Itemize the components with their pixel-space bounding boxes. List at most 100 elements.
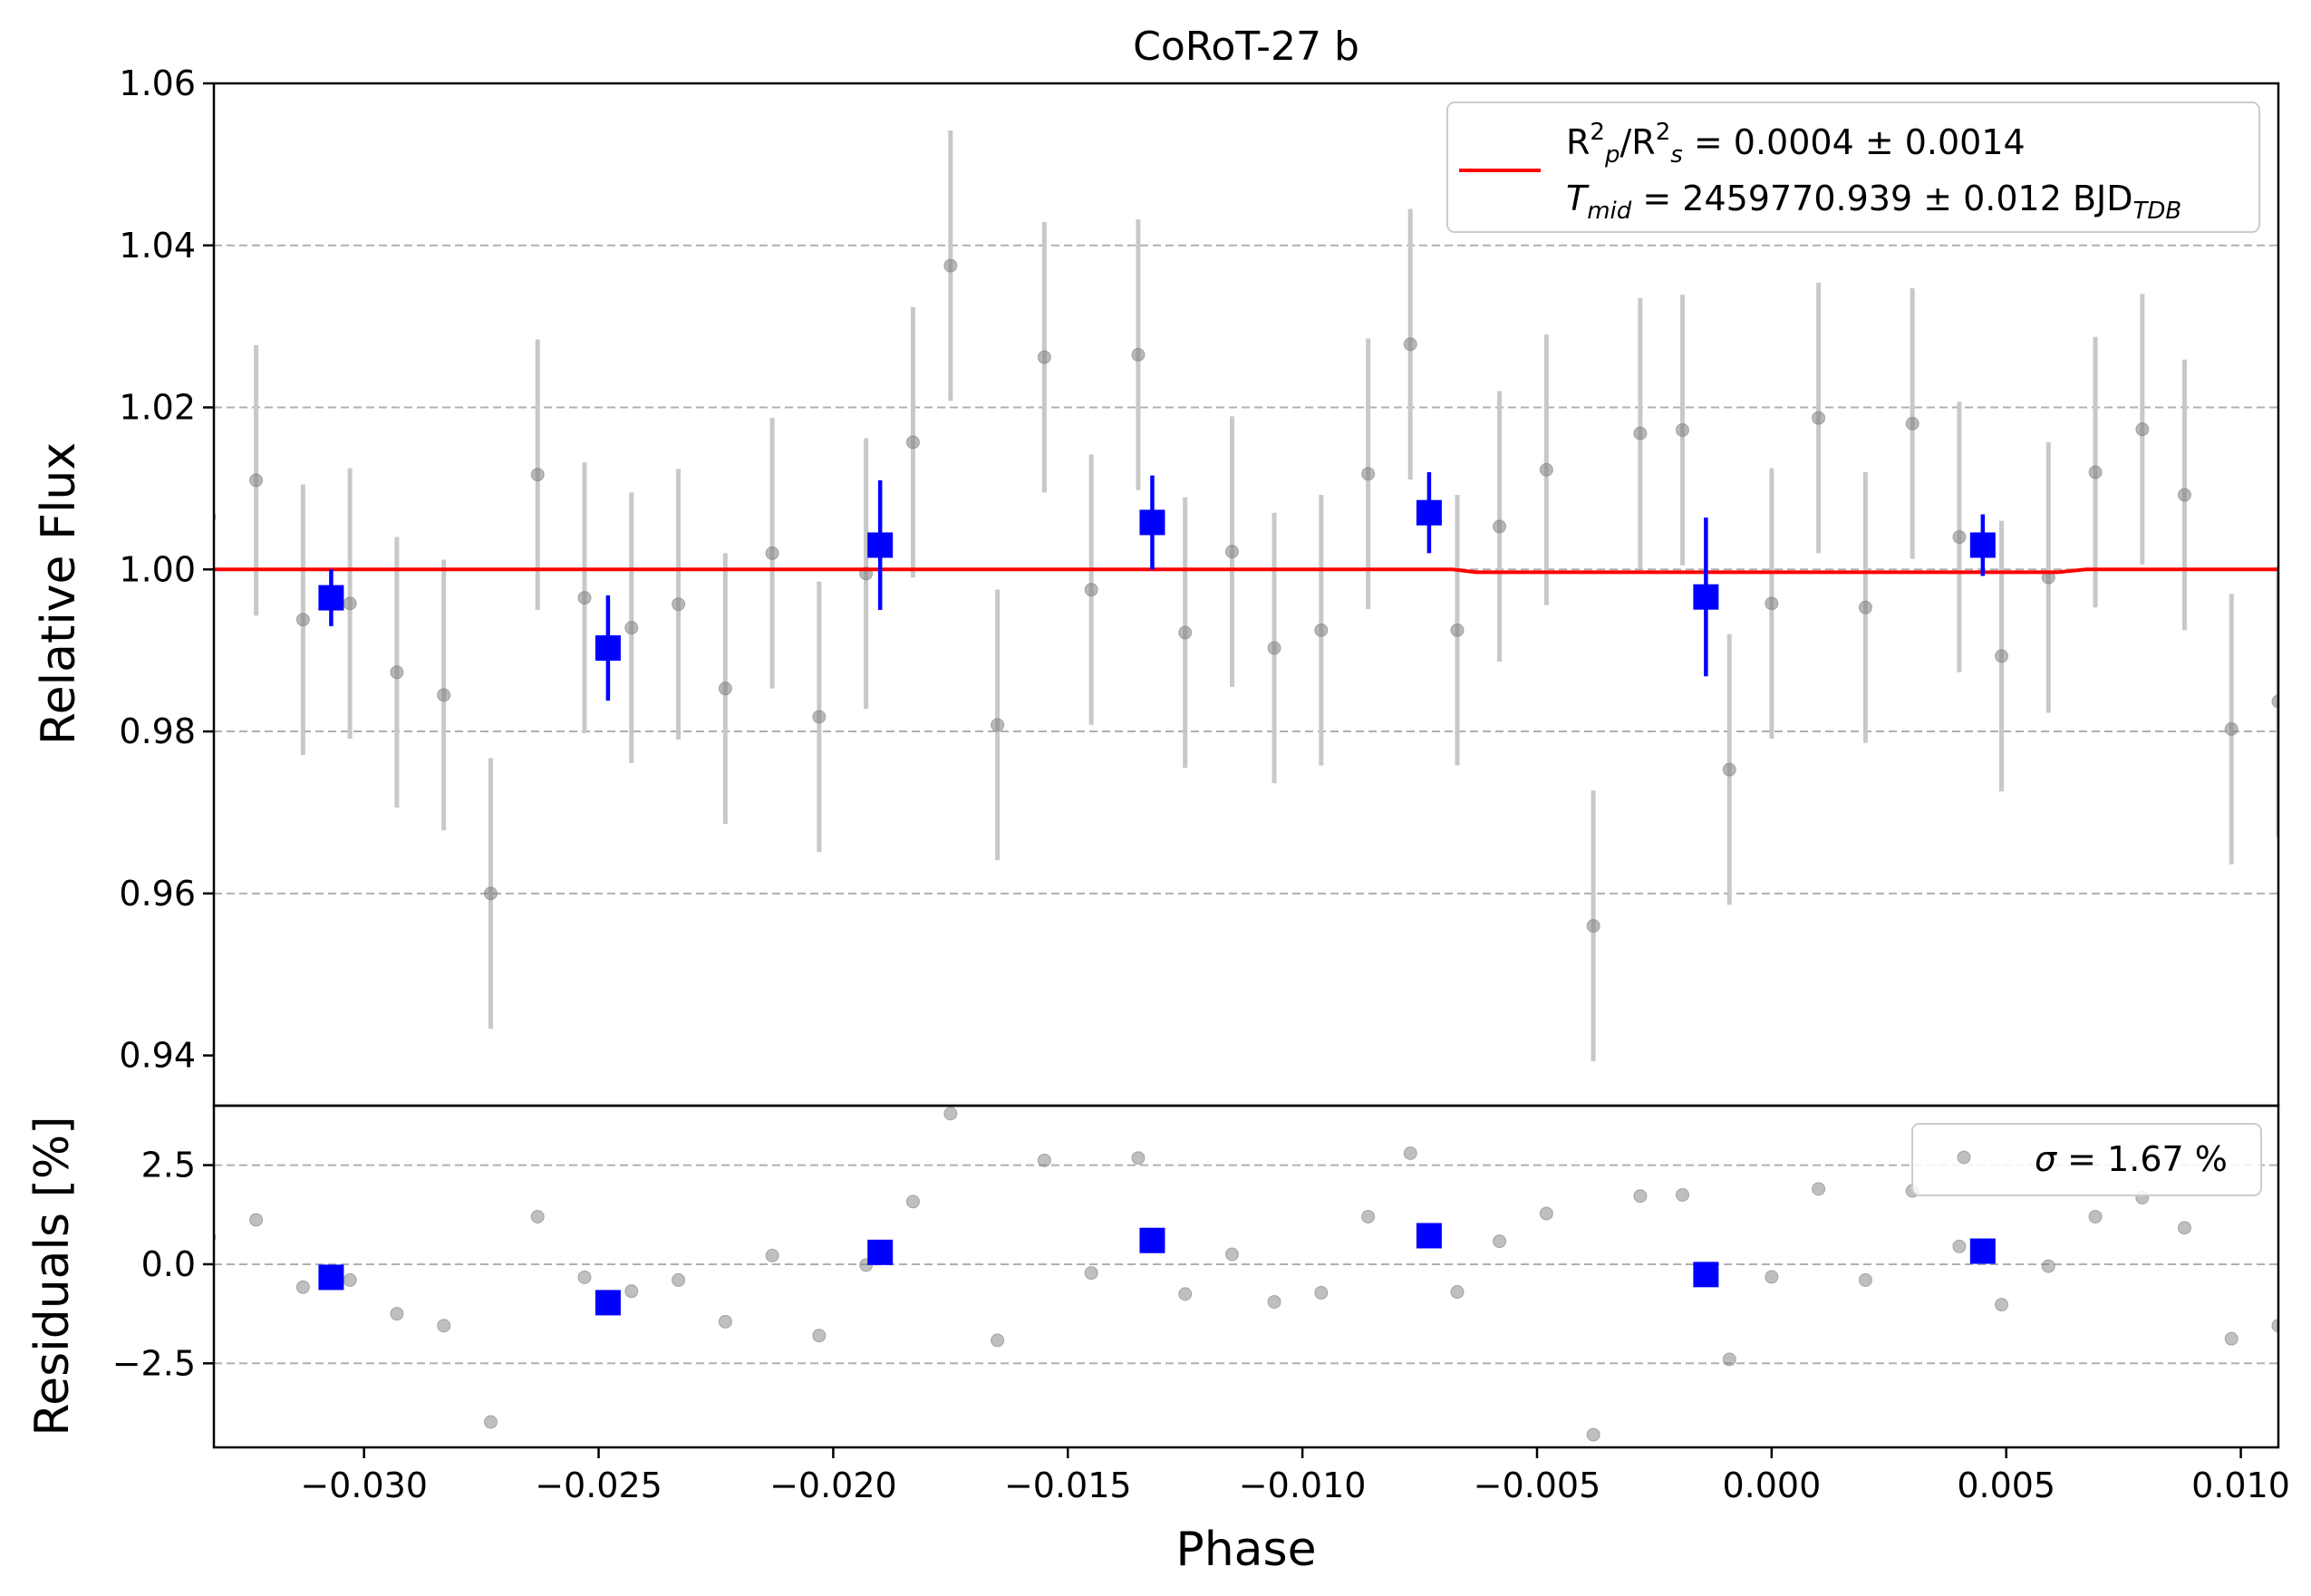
residual-raw-point <box>2177 1221 2191 1235</box>
residual-raw-point <box>1633 1189 1648 1204</box>
flux-raw-point <box>437 688 451 702</box>
residual-raw-point <box>718 1314 732 1329</box>
residual-raw-points <box>214 1107 2278 1442</box>
phase-x-tick-label: 0.005 <box>1957 1465 2055 1505</box>
residual-raw-point <box>1722 1352 1736 1367</box>
flux-raw-point <box>2224 721 2238 736</box>
residual-y-axis-label: Residuals [%] <box>25 1116 80 1436</box>
flux-raw-point <box>1722 762 1736 777</box>
residual-raw-point <box>943 1107 958 1121</box>
flux-y-tick-label: 0.96 <box>119 874 196 914</box>
legend-radius-ratio-text: R2p/R2s = 0.0004 ± 0.0014 <box>1566 119 2026 169</box>
flux-raw-point <box>672 597 686 612</box>
residual-raw-point <box>1084 1266 1098 1281</box>
residual-raw-point <box>905 1195 920 1209</box>
phase-x-tick-label: 0.000 <box>1722 1465 1821 1505</box>
residual-y-ticks: −2.5 0.0 2.5 <box>112 1146 214 1383</box>
flux-raw-point <box>1812 411 1826 425</box>
phase-x-tick-label: −0.005 <box>1474 1465 1601 1505</box>
legend-sigma-text: σ = 1.67 % <box>2035 1139 2228 1179</box>
flux-raw-point <box>577 591 592 605</box>
flux-raw-point <box>1178 625 1193 640</box>
residual-raw-point <box>1995 1298 2009 1312</box>
flux-raw-point <box>1858 600 1872 614</box>
flux-raw-point <box>1905 416 1919 430</box>
flux-legend-box <box>1446 102 2260 233</box>
flux-raw-point <box>295 613 310 627</box>
flux-y-tick-label: 1.06 <box>119 63 196 103</box>
residual-binned-point <box>1416 1223 1442 1249</box>
flux-raw-point <box>943 258 958 273</box>
flux-raw-point <box>530 468 545 482</box>
residual-raw-point <box>1267 1294 1281 1309</box>
phase-x-tick-label: −0.025 <box>535 1465 662 1505</box>
flux-raw-point <box>1450 623 1465 637</box>
flux-raw-point <box>1493 519 1507 534</box>
residual-raw-point <box>2271 1319 2278 1333</box>
flux-raw-point <box>1084 583 1098 597</box>
flux-y-tick-label: 1.02 <box>119 388 196 428</box>
flux-binned-point <box>318 585 344 611</box>
flux-binned-point <box>1139 509 1165 536</box>
flux-raw-point <box>1952 530 1967 545</box>
residual-raw-point <box>2088 1209 2103 1224</box>
flux-raw-point <box>2177 488 2191 502</box>
flux-raw-point <box>249 473 264 488</box>
phase-x-axis-label: Phase <box>1175 1523 1316 1577</box>
flux-binned-point <box>867 532 894 558</box>
residual-raw-point <box>1812 1182 1826 1196</box>
phase-x-ticks: −0.030 −0.025 −0.020 −0.015 −0.010 −0.005 0.00… <box>300 1447 2290 1505</box>
residual-raw-point <box>483 1415 498 1429</box>
residual-y-tick-label: 0.0 <box>141 1244 196 1284</box>
flux-binned-point <box>1693 584 1719 610</box>
flux-raw-point <box>2271 694 2278 709</box>
residual-binned-point <box>1693 1262 1719 1288</box>
flux-raw-point <box>765 546 779 560</box>
flux-raw-point <box>1539 462 1553 477</box>
flux-y-tick-label: 0.94 <box>119 1036 196 1076</box>
residual-binned-point <box>1139 1227 1165 1253</box>
flux-binned-points <box>318 472 1996 701</box>
flux-y-axis-label: Relative Flux <box>32 442 86 745</box>
flux-raw-point <box>905 435 920 450</box>
residual-raw-point <box>390 1307 404 1321</box>
flux-raw-point <box>1403 337 1417 352</box>
residual-raw-point <box>1314 1285 1329 1300</box>
residual-y-tick-label: −2.5 <box>112 1343 196 1383</box>
residual-binned-point <box>318 1264 344 1291</box>
flux-raw-point <box>1224 545 1239 559</box>
phase-x-tick-label: −0.015 <box>1004 1465 1132 1505</box>
residual-legend-box <box>1911 1123 2262 1196</box>
residual-raw-point <box>1131 1151 1146 1166</box>
flux-raw-point <box>1675 423 1689 438</box>
residual-raw-point <box>1539 1206 1553 1221</box>
residual-raw-point <box>1675 1187 1689 1202</box>
legend-tmid-text: Tmid = 2459770.939 ± 0.012 BJDTDB <box>1566 179 2181 225</box>
flux-raw-point <box>991 718 1005 732</box>
flux-raw-point <box>1586 919 1600 933</box>
phase-x-tick-label: −0.030 <box>300 1465 428 1505</box>
flux-y-tick-label: 0.98 <box>119 711 196 751</box>
flux-raw-point <box>1765 596 1779 611</box>
flux-binned-point <box>1416 499 1442 526</box>
residual-raw-point <box>1403 1146 1417 1160</box>
residual-raw-point <box>295 1280 310 1294</box>
residual-raw-point <box>672 1272 686 1287</box>
flux-binned-point <box>595 634 621 661</box>
residual-raw-point <box>1586 1427 1600 1442</box>
residual-raw-point <box>991 1333 1005 1348</box>
flux-raw-point <box>343 596 357 611</box>
flux-raw-point <box>718 682 732 696</box>
residual-raw-point <box>1450 1285 1465 1300</box>
residual-raw-point <box>765 1248 779 1262</box>
flux-y-tick-label: 1.00 <box>119 549 196 589</box>
residual-raw-point <box>1493 1234 1507 1249</box>
residual-raw-point <box>1858 1272 1872 1287</box>
flux-axes-frame <box>212 82 2280 1108</box>
residual-raw-point <box>624 1284 639 1299</box>
flux-raw-point <box>624 621 639 635</box>
residual-raw-point <box>2041 1259 2055 1273</box>
flux-raw-point <box>1314 623 1329 637</box>
flux-raw-point <box>1995 649 2009 663</box>
flux-legend: R2p/R2s = 0.0004 ± 0.0014 Tmid = 2459770… <box>1446 102 2260 233</box>
